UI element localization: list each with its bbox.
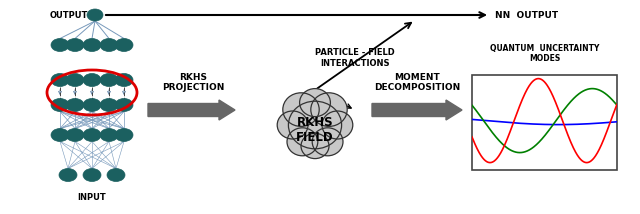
Ellipse shape: [100, 73, 118, 86]
Ellipse shape: [51, 98, 69, 111]
Text: INPUT: INPUT: [77, 193, 106, 202]
Ellipse shape: [300, 89, 330, 117]
Text: NN  OUTPUT: NN OUTPUT: [495, 10, 558, 19]
Ellipse shape: [66, 98, 84, 111]
Ellipse shape: [283, 93, 319, 126]
Bar: [472, 75, 617, 170]
Ellipse shape: [100, 98, 118, 111]
Ellipse shape: [51, 39, 69, 52]
Ellipse shape: [322, 111, 353, 139]
Text: OUTPUT: OUTPUT: [50, 10, 88, 19]
Ellipse shape: [83, 98, 101, 111]
Ellipse shape: [277, 111, 308, 139]
Ellipse shape: [83, 39, 101, 52]
Text: MOMENT
DECOMPOSITION: MOMENT DECOMPOSITION: [374, 73, 460, 92]
Ellipse shape: [311, 93, 348, 126]
Ellipse shape: [115, 73, 133, 86]
FancyArrow shape: [148, 100, 235, 120]
Text: PARTICLE - FIELD
INTERACTIONS: PARTICLE - FIELD INTERACTIONS: [315, 48, 395, 68]
Ellipse shape: [83, 128, 101, 141]
Ellipse shape: [100, 39, 118, 52]
Ellipse shape: [289, 101, 342, 149]
Ellipse shape: [115, 128, 133, 141]
Ellipse shape: [312, 128, 343, 156]
Text: QUANTUM  UNCERTAINTY
MODES: QUANTUM UNCERTAINTY MODES: [490, 44, 599, 63]
Ellipse shape: [301, 133, 329, 159]
Ellipse shape: [66, 128, 84, 141]
Text: RKHS
FIELD: RKHS FIELD: [296, 116, 334, 144]
Ellipse shape: [66, 73, 84, 86]
Ellipse shape: [83, 73, 101, 86]
Ellipse shape: [287, 128, 318, 156]
Ellipse shape: [59, 168, 77, 181]
FancyArrow shape: [372, 100, 462, 120]
Ellipse shape: [66, 39, 84, 52]
Text: RKHS
PROJECTION: RKHS PROJECTION: [162, 73, 224, 92]
Ellipse shape: [100, 128, 118, 141]
Ellipse shape: [107, 168, 125, 181]
Ellipse shape: [115, 98, 133, 111]
Ellipse shape: [51, 128, 69, 141]
Ellipse shape: [87, 9, 103, 21]
Ellipse shape: [51, 73, 69, 86]
Ellipse shape: [115, 39, 133, 52]
Ellipse shape: [83, 168, 101, 181]
